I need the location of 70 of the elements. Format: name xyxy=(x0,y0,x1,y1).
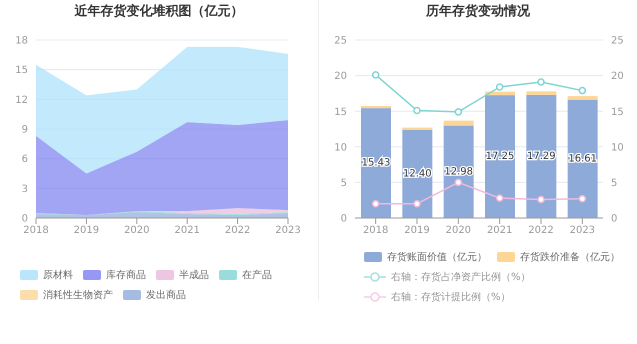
x-tick-label: 2019 xyxy=(404,225,430,236)
legend-label: 半成品 xyxy=(179,268,209,282)
legend-label: 库存商品 xyxy=(106,268,146,282)
y-tick-label: 25 xyxy=(334,36,347,47)
y-tick-label: 0 xyxy=(22,214,28,225)
legend-label: 在产品 xyxy=(242,268,272,282)
legend-label: 存货账面价值（亿元） xyxy=(387,250,487,264)
point xyxy=(372,71,380,79)
x-tick-label: 2020 xyxy=(446,225,472,236)
legend-label: 右轴：存货占净资产比例（%） xyxy=(391,270,531,284)
data-label: 12.40 xyxy=(403,168,432,180)
point xyxy=(496,194,504,202)
y2-tick-label: 5 xyxy=(611,178,618,189)
legend-label: 发出商品 xyxy=(146,288,186,302)
data-label: 16.61 xyxy=(568,153,597,164)
y-tick-label: 3 xyxy=(22,184,28,195)
data-label: 17.29 xyxy=(527,150,556,162)
bar xyxy=(444,120,474,126)
y-tick-label: 15 xyxy=(334,106,347,118)
y2-tick-label: 0 xyxy=(611,214,618,225)
point xyxy=(454,178,462,186)
x-tick-label: 2020 xyxy=(124,225,150,236)
y2-tick-label: 20 xyxy=(611,71,624,82)
point xyxy=(578,86,586,94)
point xyxy=(454,108,462,116)
x-tick-label: 2021 xyxy=(486,225,512,236)
bar xyxy=(526,91,556,95)
point xyxy=(537,78,545,86)
data-label: 12.98 xyxy=(444,166,473,178)
legend-label: 右轴：存货计提比例（%） xyxy=(391,290,511,304)
y2-tick-label: 10 xyxy=(611,142,624,154)
y-tick-label: 9 xyxy=(22,124,28,136)
point xyxy=(413,106,421,114)
point xyxy=(496,83,504,91)
x-tick-label: 2023 xyxy=(275,225,301,236)
point xyxy=(537,196,545,204)
x-tick-label: 2022 xyxy=(528,225,554,236)
legend-label: 消耗性生物资产 xyxy=(43,288,113,302)
y-tick-label: 18 xyxy=(15,36,28,47)
x-tick-label: 2021 xyxy=(174,225,200,236)
y-tick-label: 5 xyxy=(340,178,347,189)
chart-title: 近年存货变化堆积图（亿元） xyxy=(74,2,244,20)
bar xyxy=(444,126,474,218)
y2-tick-label: 15 xyxy=(611,106,624,118)
legend-label: 存货跌价准备（亿元） xyxy=(520,250,620,264)
point xyxy=(578,195,586,203)
point xyxy=(413,200,421,208)
data-label: 17.25 xyxy=(486,151,514,162)
bar xyxy=(361,108,391,218)
y-tick-label: 20 xyxy=(334,71,347,82)
x-tick-label: 2019 xyxy=(74,225,100,236)
y2-tick-label: 25 xyxy=(611,36,624,47)
bar xyxy=(568,100,598,218)
x-tick-label: 2018 xyxy=(362,225,388,236)
legend-label: 原材料 xyxy=(43,268,73,282)
x-tick-label: 2023 xyxy=(570,225,596,236)
x-tick-label: 2018 xyxy=(23,225,49,236)
point xyxy=(372,200,380,208)
bar xyxy=(526,94,556,218)
bar xyxy=(485,95,515,218)
y-tick-label: 12 xyxy=(15,94,28,106)
chart-title: 历年存货变动情况 xyxy=(424,2,531,20)
data-label: 15.43 xyxy=(362,158,390,169)
y-tick-label: 6 xyxy=(22,154,28,166)
y-tick-label: 0 xyxy=(340,214,347,225)
x-tick-label: 2022 xyxy=(224,225,250,236)
y-tick-label: 10 xyxy=(334,142,347,154)
bar xyxy=(568,96,598,100)
bar xyxy=(402,130,432,218)
y-tick-label: 15 xyxy=(15,65,28,76)
